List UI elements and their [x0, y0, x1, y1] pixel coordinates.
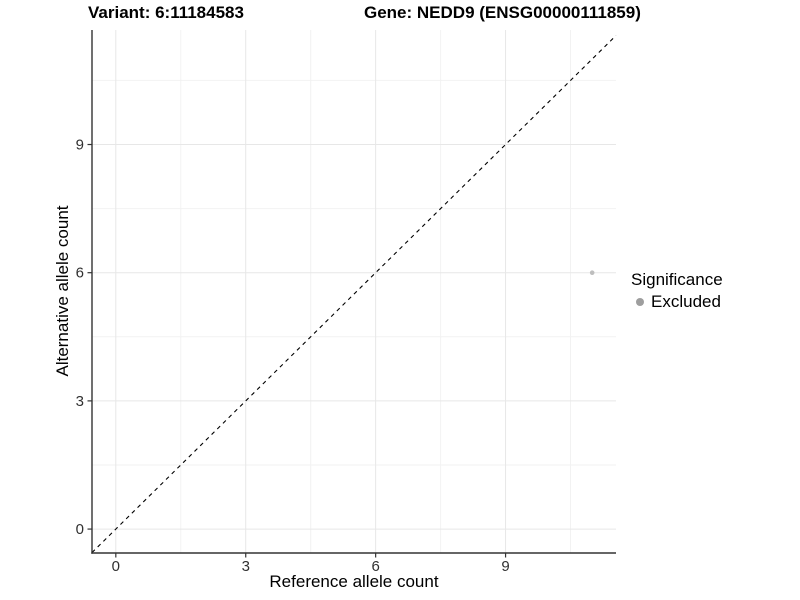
- data-point: [589, 270, 595, 275]
- identity-dashed-line: [91, 35, 617, 553]
- legend-title: Significance: [631, 270, 723, 289]
- legend-point-icon: [636, 298, 644, 306]
- x-tick-label: 9: [501, 558, 509, 575]
- x-tick-label: 3: [242, 558, 250, 575]
- variant-title: Variant: 6:11184583: [88, 3, 244, 22]
- y-tick-label: 3: [76, 393, 84, 410]
- y-tick-label: 0: [76, 521, 84, 538]
- y-axis-title: Alternative allele count: [53, 205, 72, 377]
- y-tick-label: 6: [76, 265, 84, 282]
- gene-title: Gene: NEDD9 (ENSG00000111859): [364, 3, 641, 22]
- x-tick-label: 6: [371, 558, 379, 575]
- x-tick-label: 0: [112, 558, 120, 575]
- legend-entry-label: Excluded: [651, 292, 721, 311]
- legend: Significance Excluded: [631, 270, 723, 312]
- legend-entry-excluded: Excluded: [631, 292, 723, 312]
- y-tick-label: 9: [76, 137, 84, 154]
- x-axis-title: Reference allele count: [269, 572, 439, 591]
